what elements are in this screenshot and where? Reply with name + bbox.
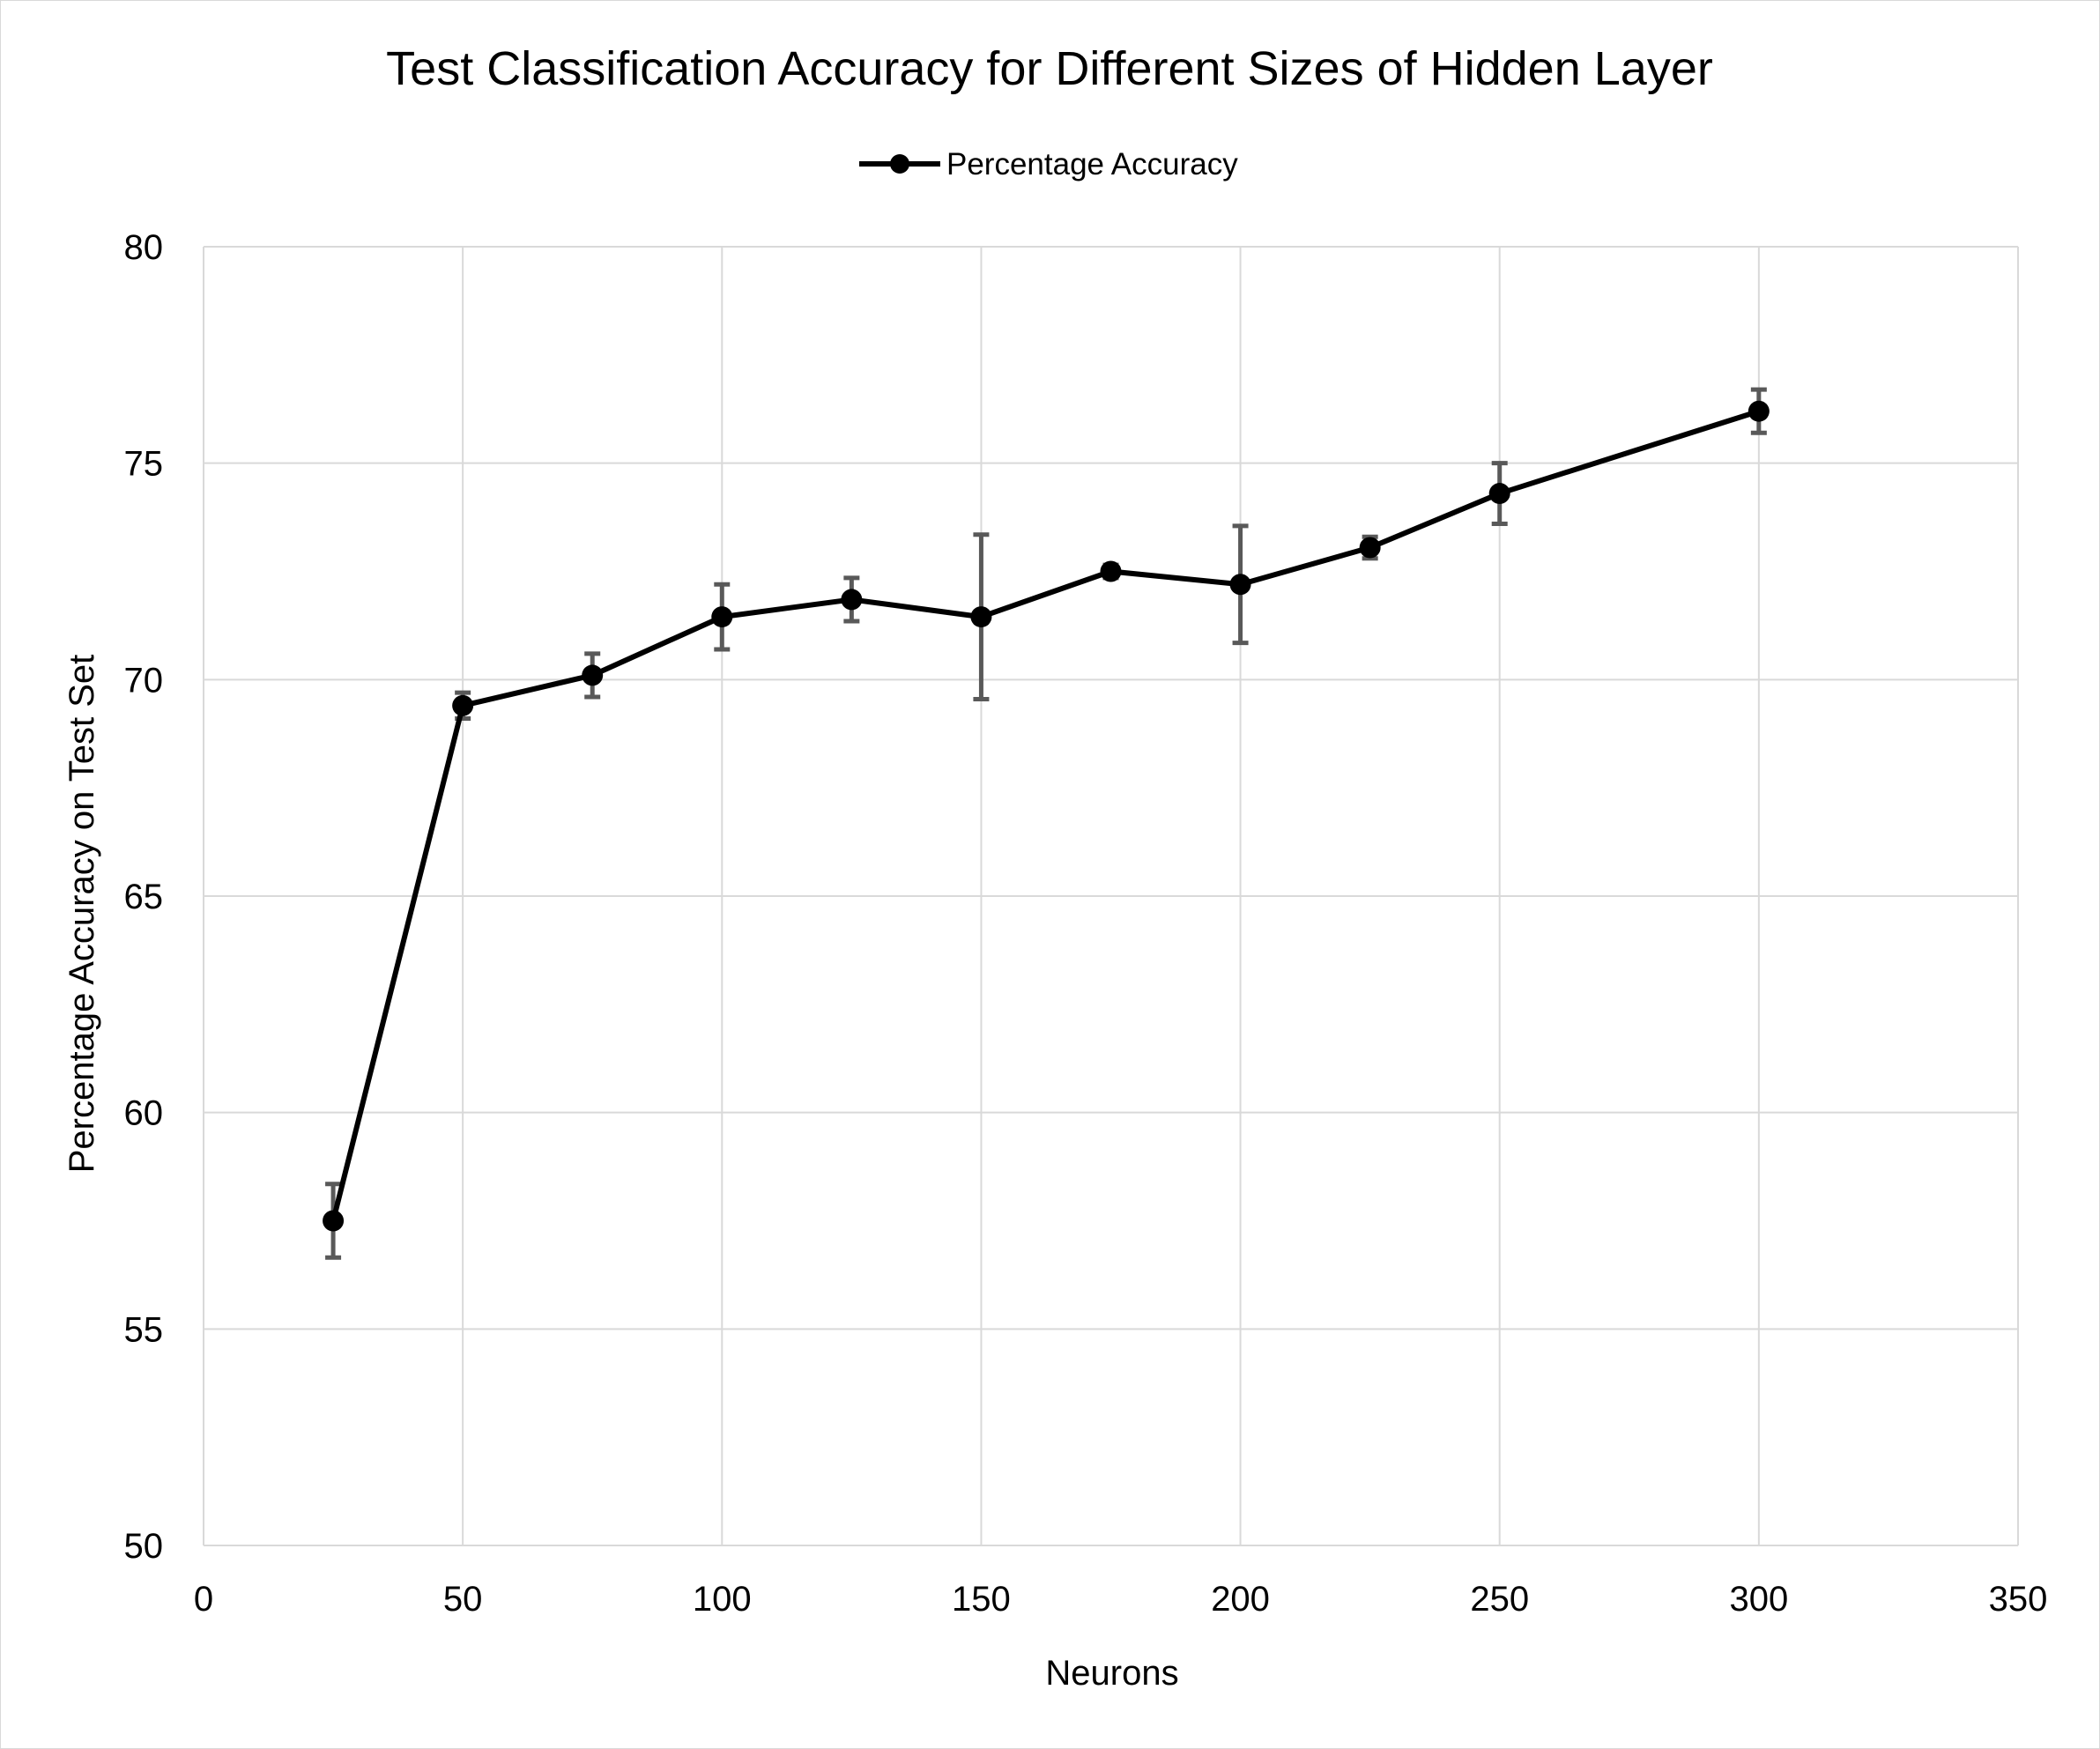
- error-bars: [325, 387, 1767, 1260]
- x-tick-label: 50: [443, 1580, 483, 1619]
- data-point: [711, 606, 733, 628]
- data-point: [1100, 560, 1122, 582]
- y-tick-label: 65: [124, 878, 164, 916]
- data-point: [1488, 483, 1510, 505]
- y-axis-label: Percentage Accuracy on Test Set: [63, 655, 101, 1174]
- legend: Percentage Accuracy: [859, 147, 1238, 182]
- legend-label: Percentage Accuracy: [946, 147, 1238, 182]
- chart-title: Test Classification Accuracy for Differe…: [386, 42, 1713, 95]
- data-point: [452, 694, 474, 716]
- y-tick-label: 70: [124, 661, 164, 700]
- x-tick-label: 300: [1729, 1580, 1788, 1619]
- x-tick-label: 350: [1989, 1580, 2048, 1619]
- x-tick-label: 0: [194, 1580, 213, 1619]
- legend-marker-swatch: [890, 154, 909, 174]
- x-tick-label: 150: [952, 1580, 1011, 1619]
- data-point: [1748, 400, 1770, 422]
- x-tick-label: 100: [693, 1580, 752, 1619]
- y-tick-label: 55: [124, 1310, 164, 1349]
- data-point: [1359, 537, 1381, 559]
- y-axis-ticks: 50 55 60 65 70 75 80: [124, 228, 164, 1566]
- series-percentage-accuracy: [323, 400, 1770, 1232]
- y-tick-label: 50: [124, 1527, 164, 1566]
- x-axis-label: Neurons: [1045, 1654, 1178, 1693]
- x-tick-label: 250: [1470, 1580, 1529, 1619]
- x-tick-label: 200: [1211, 1580, 1270, 1619]
- data-point: [970, 606, 992, 628]
- series-line: [330, 408, 1760, 1222]
- data-point: [841, 589, 863, 611]
- y-tick-label: 75: [124, 445, 164, 484]
- plot-grid: [203, 246, 2019, 1546]
- data-point: [323, 1210, 345, 1232]
- data-point: [1229, 574, 1251, 596]
- y-tick-label: 80: [124, 228, 164, 267]
- y-tick-label: 60: [124, 1094, 164, 1133]
- data-point: [582, 664, 604, 686]
- x-axis-ticks: 0 50 100 150 200 250 300 350: [194, 1580, 2048, 1619]
